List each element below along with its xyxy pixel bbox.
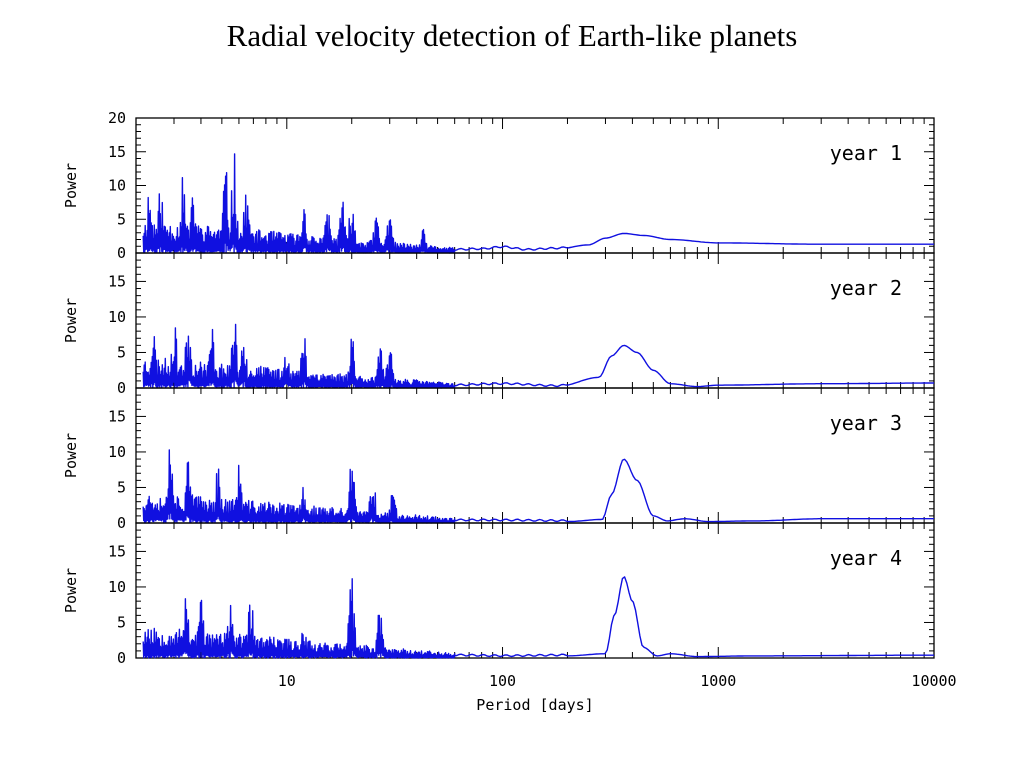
y-tick-label: 0 (117, 244, 126, 262)
y-axis-label: Power (62, 163, 80, 208)
panel-frame (135, 522, 935, 659)
panel-year-1: 0 5 10 15 20 Power year 1 (62, 109, 935, 262)
y-tick-label: 10 (108, 177, 126, 195)
panel-frame (135, 387, 935, 524)
panel-year-4: 0 5 10 15 Power year 4 (62, 522, 935, 667)
panel-frame (135, 252, 935, 389)
series-line (142, 323, 934, 389)
panel-label: year 2 (830, 276, 902, 300)
y-tick-label: 10 (108, 308, 126, 326)
panel-label: year 4 (830, 546, 902, 570)
y-tick-label: 5 (117, 613, 126, 631)
y-tick-label: 10 (108, 443, 126, 461)
y-tick-label: 15 (108, 272, 126, 290)
y-tick-label: 15 (108, 143, 126, 161)
y-tick-label: 20 (108, 109, 126, 127)
y-tick-label: 5 (117, 343, 126, 361)
series-line (142, 153, 934, 254)
y-axis-label: Power (62, 298, 80, 343)
y-axis-label: Power (62, 433, 80, 478)
page-title: Radial velocity detection of Earth-like … (226, 18, 798, 53)
y-tick-label: 5 (117, 478, 126, 496)
y-tick-label: 10 (108, 578, 126, 596)
series-line (142, 449, 934, 524)
y-tick-label: 15 (108, 542, 126, 560)
series-line (142, 576, 934, 659)
panel-year-2: 0 5 10 15 Power year 2 (62, 252, 935, 397)
y-tick-label: 15 (108, 407, 126, 425)
panel-label: year 3 (830, 411, 902, 435)
y-tick-label: 0 (117, 379, 126, 397)
y-tick-label: 0 (117, 514, 126, 532)
x-axis-label: Period [days] (476, 696, 593, 714)
panel-year-3: 0 5 10 15 Power year 3 (62, 387, 935, 532)
x-tick-label: 10 (278, 672, 296, 690)
x-tick-label: 1000 (700, 672, 736, 690)
y-tick-label: 0 (117, 649, 126, 667)
x-tick-label: 10000 (911, 672, 956, 690)
y-axis-label: Power (62, 568, 80, 613)
x-tick-label: 100 (489, 672, 516, 690)
panel-frame (135, 117, 935, 254)
y-tick-label: 5 (117, 210, 126, 228)
panel-label: year 1 (830, 141, 902, 165)
